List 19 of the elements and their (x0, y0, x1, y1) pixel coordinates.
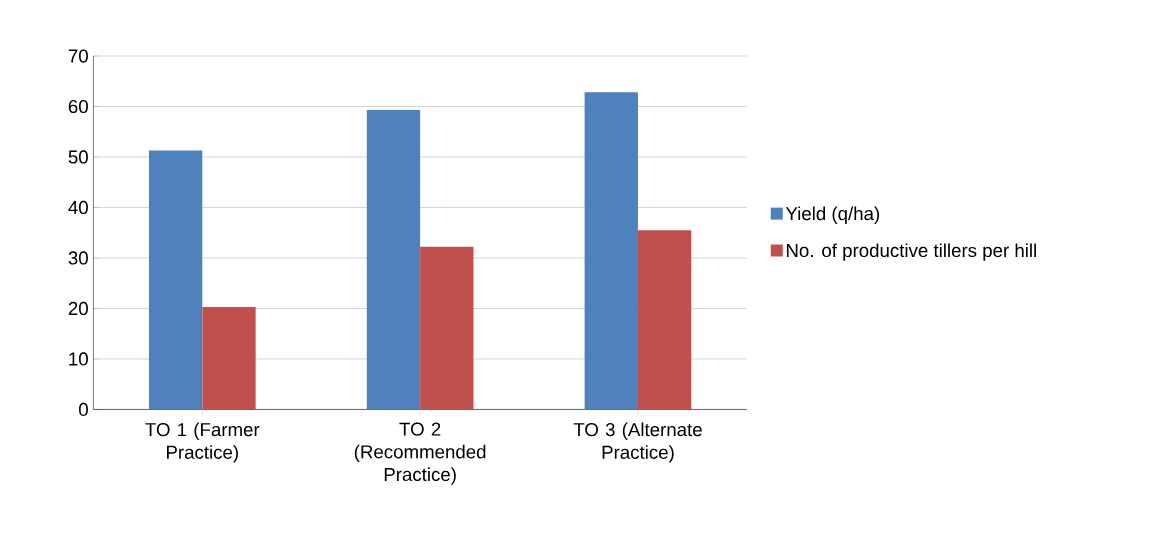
x-tick-label: TO 3 (Alternate Practice) (573, 422, 702, 463)
bar (420, 246, 474, 410)
y-tick-label: 10 (69, 352, 88, 366)
legend-label: No. of productive tillers per hill (786, 243, 1036, 261)
y-tick-label: 50 (68, 150, 88, 164)
y-tick-label: 0 (79, 402, 88, 416)
y-tick-label: 20 (68, 301, 88, 316)
y-tick-label: 70 (68, 49, 88, 63)
y-tick-label: 60 (68, 99, 88, 114)
y-tick-label: 30 (68, 251, 88, 265)
bar (148, 150, 203, 410)
x-tick-label: TO 1 (Farmer Practice) (145, 422, 260, 463)
legend-label: Yield (q/ha) (785, 206, 880, 224)
bar (637, 230, 692, 410)
bar (584, 92, 638, 410)
y-tick-label: 40 (68, 200, 88, 215)
bar (366, 109, 421, 410)
bar (202, 306, 256, 410)
x-tick-label: TO 2 (Recommended Practice) (354, 422, 486, 485)
